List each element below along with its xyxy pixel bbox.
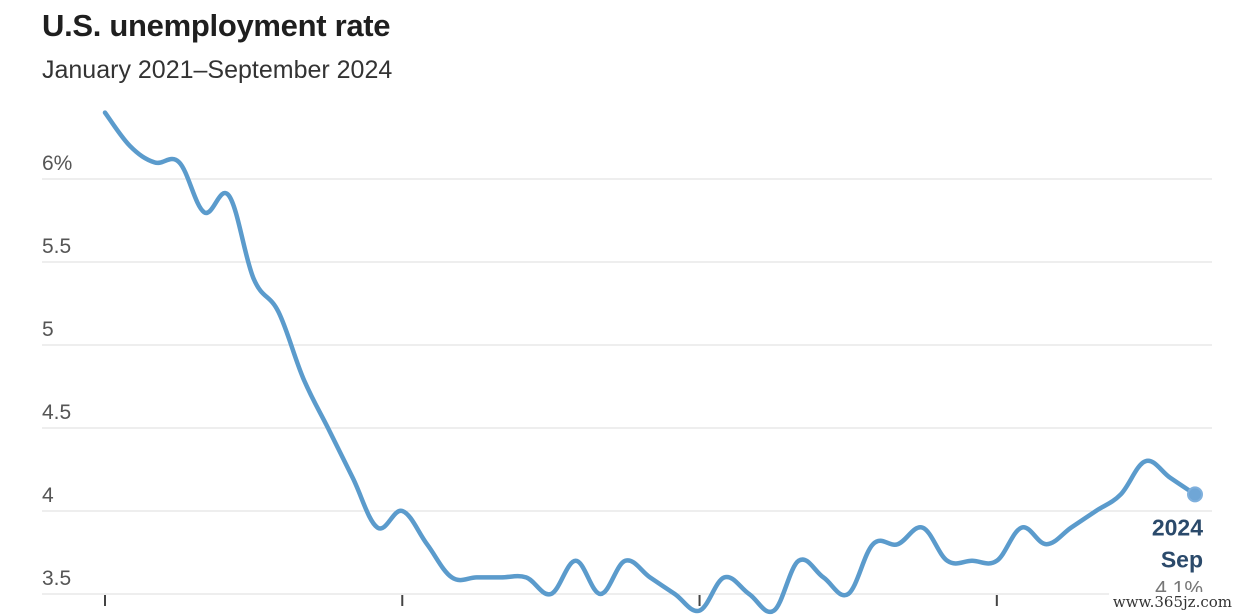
y-tick-label: 5 <box>42 318 54 341</box>
y-tick-label: 4.5 <box>42 401 71 424</box>
y-tick-label: 5.5 <box>42 235 71 258</box>
last-point-marker <box>1187 486 1203 503</box>
gridlines <box>42 178 1212 595</box>
end-label-month: Sep <box>1161 546 1203 572</box>
unemployment-rate-line <box>102 110 1198 615</box>
x-axis-ticks <box>104 595 998 606</box>
y-tick-label: 4 <box>42 484 54 507</box>
chart-subtitle: January 2021–September 2024 <box>42 56 393 84</box>
y-axis-ticks: 6% 5.5 5 4.5 4 3.5 <box>42 152 72 590</box>
end-label-year: 2024 <box>1152 514 1203 540</box>
y-tick-label: 6% <box>42 152 72 175</box>
y-tick-label: 3.5 <box>42 567 71 590</box>
chart-title: U.S. unemployment rate <box>42 8 391 43</box>
watermark: www.365jz.com <box>1108 592 1236 612</box>
series-layer <box>102 110 1203 615</box>
